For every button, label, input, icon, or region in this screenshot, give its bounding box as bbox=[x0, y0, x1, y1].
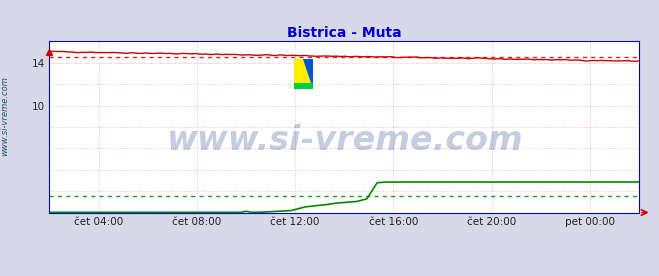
Text: www.si-vreme.com: www.si-vreme.com bbox=[166, 124, 523, 157]
Polygon shape bbox=[302, 59, 313, 89]
Text: www.si-vreme.com: www.si-vreme.com bbox=[1, 76, 10, 156]
Bar bbox=[294, 83, 313, 89]
Bar bbox=[294, 59, 313, 89]
Title: Bistrica - Muta: Bistrica - Muta bbox=[287, 26, 401, 40]
